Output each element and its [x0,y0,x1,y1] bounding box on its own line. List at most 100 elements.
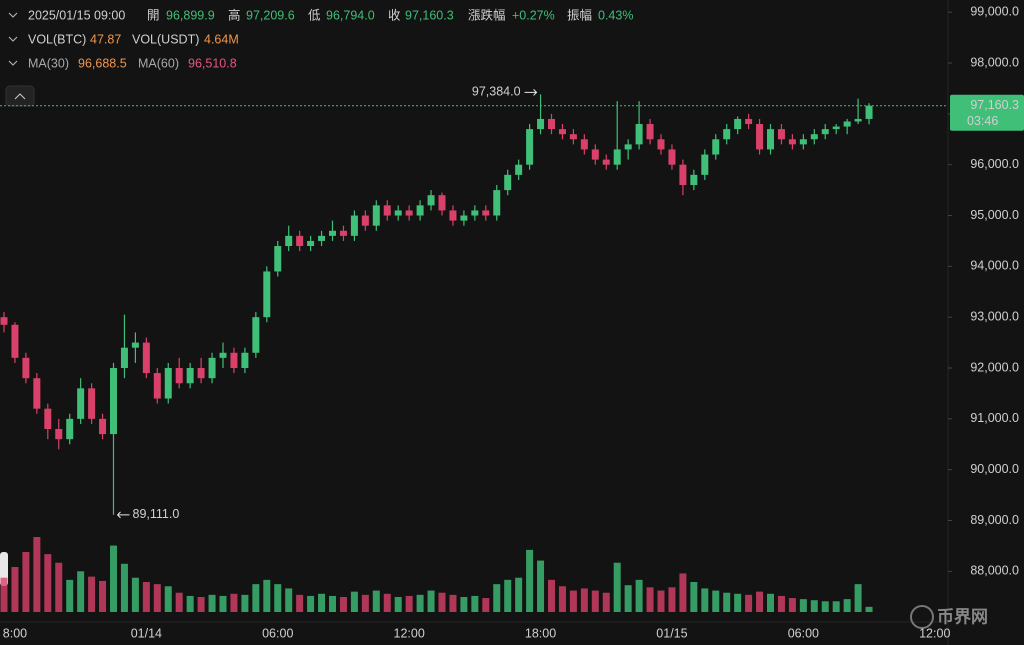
value: 97,160.3 [405,8,454,22]
candle-body [142,342,150,374]
candle-body [22,357,30,379]
candle-body [219,352,227,358]
candle-body [449,210,457,221]
volume-bar [252,584,260,612]
volume-bar [635,579,643,612]
volume-bar [591,590,599,612]
countdown: 03:46 [967,114,998,128]
candle-body [77,388,85,419]
y-tick-label: 91,000.0 [970,411,1019,425]
collapse-icon [14,93,26,100]
volume-bar [723,592,731,612]
x-tick-label: 8:00 [3,626,27,640]
value: 97,209.6 [246,8,295,22]
volume-bar [416,594,424,612]
value: +0.27% [512,8,555,22]
candle-body [734,118,742,130]
candle-body [274,246,282,272]
candle-body [799,139,807,145]
candle-body [263,271,271,318]
candle-body [745,118,753,125]
volume-bar [602,592,610,612]
candle-body [679,164,687,186]
last-price-label: 97,160.3 [970,98,1019,112]
x-tick-label: 12:00 [394,626,425,640]
volume-bar [712,590,720,612]
collapse-button[interactable] [5,85,35,107]
candle-body [767,129,774,150]
volume-bar [197,597,205,612]
candle-body [208,357,216,379]
volume-bar [558,586,566,612]
candle-body [865,105,873,119]
label: 低 [308,8,321,22]
candle-body [515,164,523,175]
candle-body [383,205,391,216]
candle-body [131,342,139,348]
candle-body [296,235,304,247]
volume-bar [0,577,8,612]
volume-bar [131,577,139,612]
candle-body [405,210,413,216]
watermark: 币界网 [910,605,988,629]
candle-body [504,174,512,191]
candle-body [657,139,665,150]
volume-bar [329,595,336,612]
candle-body [372,205,380,226]
candle-body [186,368,194,384]
candle-body [318,235,326,241]
volume-bar [285,588,293,612]
y-tick-label: 89,000.0 [970,513,1019,527]
volume-bar [55,562,63,612]
value: 96,794.0 [326,8,375,22]
label: 開 [147,8,160,22]
candle-body [668,149,676,165]
candle-body [613,149,621,165]
label: MA(60) [138,56,179,70]
value: 96,688.5 [78,56,127,70]
label: 高 [228,7,241,22]
volume-bar [142,582,150,612]
candle-body [471,210,479,216]
volume-bar [318,593,326,612]
volume-bar [274,584,282,612]
candle-body [153,373,161,399]
volume-bar [175,592,183,612]
volume-bar [810,600,818,612]
candle-body [602,159,610,165]
volume-bar [77,571,85,612]
volume-bar [832,601,840,612]
x-tick-label: 01/14 [131,626,162,640]
candle-body [329,230,336,236]
candle-body [99,418,107,435]
volume-bar [164,586,172,612]
candle-body [0,317,8,325]
volume-bar [537,560,545,612]
volume-bar [263,579,271,612]
candle-body [110,368,117,435]
volume-bar [350,591,358,612]
x-tick-label: 01/15 [656,626,687,640]
scroll-handle[interactable] [0,552,8,586]
datetime: 2025/01/15 09:00 [28,8,125,22]
volume-bar [482,598,490,612]
candle-body [591,149,599,160]
x-tick-label: 06:00 [262,626,293,640]
volume-bar [153,584,161,612]
candle-body [493,190,501,216]
candle-body [526,129,534,165]
volume-bar [394,597,402,612]
volume-bar [799,599,807,612]
volume-bar [515,577,523,612]
candle-body [120,347,128,369]
volume-bar [569,590,577,612]
volume-bar [460,597,468,612]
volume-bar [438,592,446,612]
value: 4.64M [204,32,239,46]
volume-bar [11,567,19,612]
candle-body [569,134,577,140]
candle-body [66,418,74,440]
candle-body [624,144,632,150]
y-tick-label: 90,000.0 [970,462,1019,476]
